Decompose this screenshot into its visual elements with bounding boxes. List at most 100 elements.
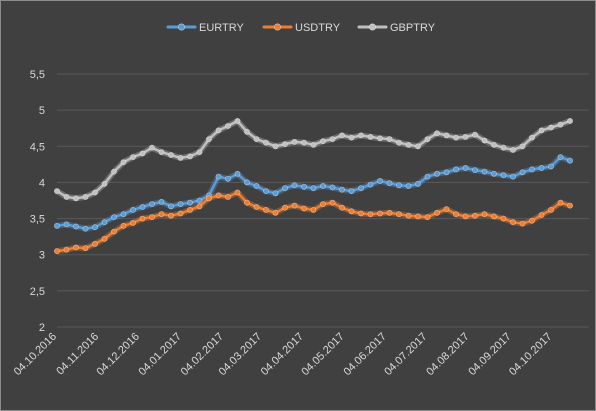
data-point-usdtry <box>491 213 497 220</box>
data-point-gbptry <box>405 141 412 148</box>
data-point-usdtry <box>196 203 203 210</box>
legend-label-usdtry: USDTRY <box>295 22 341 34</box>
data-point-eurtry <box>196 197 203 204</box>
data-point-eurtry <box>386 180 393 187</box>
y-tick-label: 4,5 <box>30 141 45 153</box>
legend-label-gbptry: GBPTRY <box>390 22 436 34</box>
data-point-eurtry <box>177 201 184 207</box>
data-point-gbptry <box>472 131 478 138</box>
data-point-usdtry <box>291 202 298 209</box>
data-point-usdtry <box>557 199 564 206</box>
data-point-gbptry <box>396 139 402 146</box>
data-point-gbptry <box>234 118 241 124</box>
data-point-eurtry <box>462 165 469 171</box>
data-point-gbptry <box>329 136 336 142</box>
data-point-gbptry <box>54 188 60 194</box>
data-point-gbptry <box>481 137 488 144</box>
x-tick-label: 04.10.2017 <box>507 331 554 378</box>
data-point-usdtry <box>567 202 573 209</box>
data-point-eurtry <box>434 170 440 177</box>
data-point-eurtry <box>272 190 279 197</box>
series-group <box>54 118 573 255</box>
data-point-usdtry <box>139 215 146 222</box>
data-point-usdtry <box>272 209 279 216</box>
y-tick-label: 4 <box>39 177 45 189</box>
data-point-eurtry <box>54 222 60 229</box>
data-point-eurtry <box>63 221 70 228</box>
data-point-eurtry <box>92 224 98 231</box>
data-point-usdtry <box>519 220 526 227</box>
data-point-eurtry <box>500 172 507 179</box>
data-point-gbptry <box>244 128 250 135</box>
y-axis-tick-labels: 2 2,5 3 3,5 4 4,5 5 5,5 <box>30 69 45 334</box>
x-tick-label: 04.12.2016 <box>94 331 141 378</box>
data-point-gbptry <box>310 141 317 148</box>
x-tick-label: 04.06.2017 <box>341 331 388 378</box>
data-point-usdtry <box>234 189 241 196</box>
data-point-usdtry <box>225 193 231 200</box>
data-point-eurtry <box>548 163 554 170</box>
data-point-gbptry <box>168 152 174 158</box>
data-point-gbptry <box>529 134 535 141</box>
legend-item-usdtry: USDTRY <box>262 22 341 34</box>
data-point-usdtry <box>168 212 174 219</box>
data-point-eurtry <box>291 182 298 189</box>
data-point-eurtry <box>339 186 345 193</box>
legend-item-gbptry: GBPTRY <box>357 22 436 34</box>
data-point-gbptry <box>510 146 516 153</box>
y-tick-label: 3,5 <box>30 214 45 226</box>
data-point-usdtry <box>320 201 326 207</box>
data-point-usdtry <box>120 222 127 229</box>
data-point-eurtry <box>472 167 478 173</box>
data-point-usdtry <box>111 228 117 235</box>
data-point-gbptry <box>320 138 326 145</box>
data-point-usdtry <box>358 210 364 217</box>
data-point-eurtry <box>529 166 535 173</box>
legend-swatch-marker-usdtry <box>273 23 281 31</box>
x-tick-label: 04.07.2017 <box>382 331 429 378</box>
data-point-usdtry <box>54 248 60 254</box>
data-point-usdtry <box>472 212 478 219</box>
data-point-eurtry <box>301 183 307 190</box>
data-point-gbptry <box>187 153 193 160</box>
data-point-gbptry <box>415 143 421 150</box>
data-point-eurtry <box>73 223 79 230</box>
data-point-eurtry <box>367 181 374 188</box>
data-point-usdtry <box>424 214 431 220</box>
x-tick-label: 04.08.2017 <box>424 331 471 378</box>
data-point-gbptry <box>301 139 307 146</box>
data-point-usdtry <box>282 204 288 211</box>
x-tick-label: 04.10.2016 <box>12 331 59 378</box>
data-point-eurtry <box>415 180 421 187</box>
data-point-usdtry <box>377 210 383 217</box>
x-tick-label: 04.05.2017 <box>299 331 346 378</box>
data-point-gbptry <box>82 193 89 200</box>
data-point-eurtry <box>158 198 165 205</box>
data-point-usdtry <box>548 206 554 213</box>
data-point-gbptry <box>557 121 564 128</box>
data-point-gbptry <box>500 144 507 151</box>
data-point-eurtry <box>320 183 326 189</box>
data-point-eurtry <box>424 173 431 180</box>
data-point-gbptry <box>111 168 117 175</box>
data-point-eurtry <box>329 184 336 191</box>
data-point-gbptry <box>253 136 260 142</box>
data-point-eurtry <box>130 206 136 213</box>
data-point-usdtry <box>149 214 155 220</box>
x-axis-tick-labels: 04.10.201604.11.201604.12.201604.01.2017… <box>12 331 555 378</box>
data-point-usdtry <box>396 211 402 218</box>
data-point-usdtry <box>263 206 269 213</box>
data-point-eurtry <box>443 169 450 176</box>
data-point-usdtry <box>386 209 393 216</box>
data-point-gbptry <box>443 132 450 139</box>
data-point-usdtry <box>510 219 516 226</box>
data-point-gbptry <box>63 193 70 200</box>
data-point-usdtry <box>329 199 336 206</box>
data-point-usdtry <box>310 206 317 213</box>
data-point-eurtry <box>244 179 250 186</box>
data-point-usdtry <box>453 211 459 218</box>
data-point-eurtry <box>405 183 412 189</box>
data-point-eurtry <box>481 168 488 175</box>
data-point-usdtry <box>405 212 412 219</box>
